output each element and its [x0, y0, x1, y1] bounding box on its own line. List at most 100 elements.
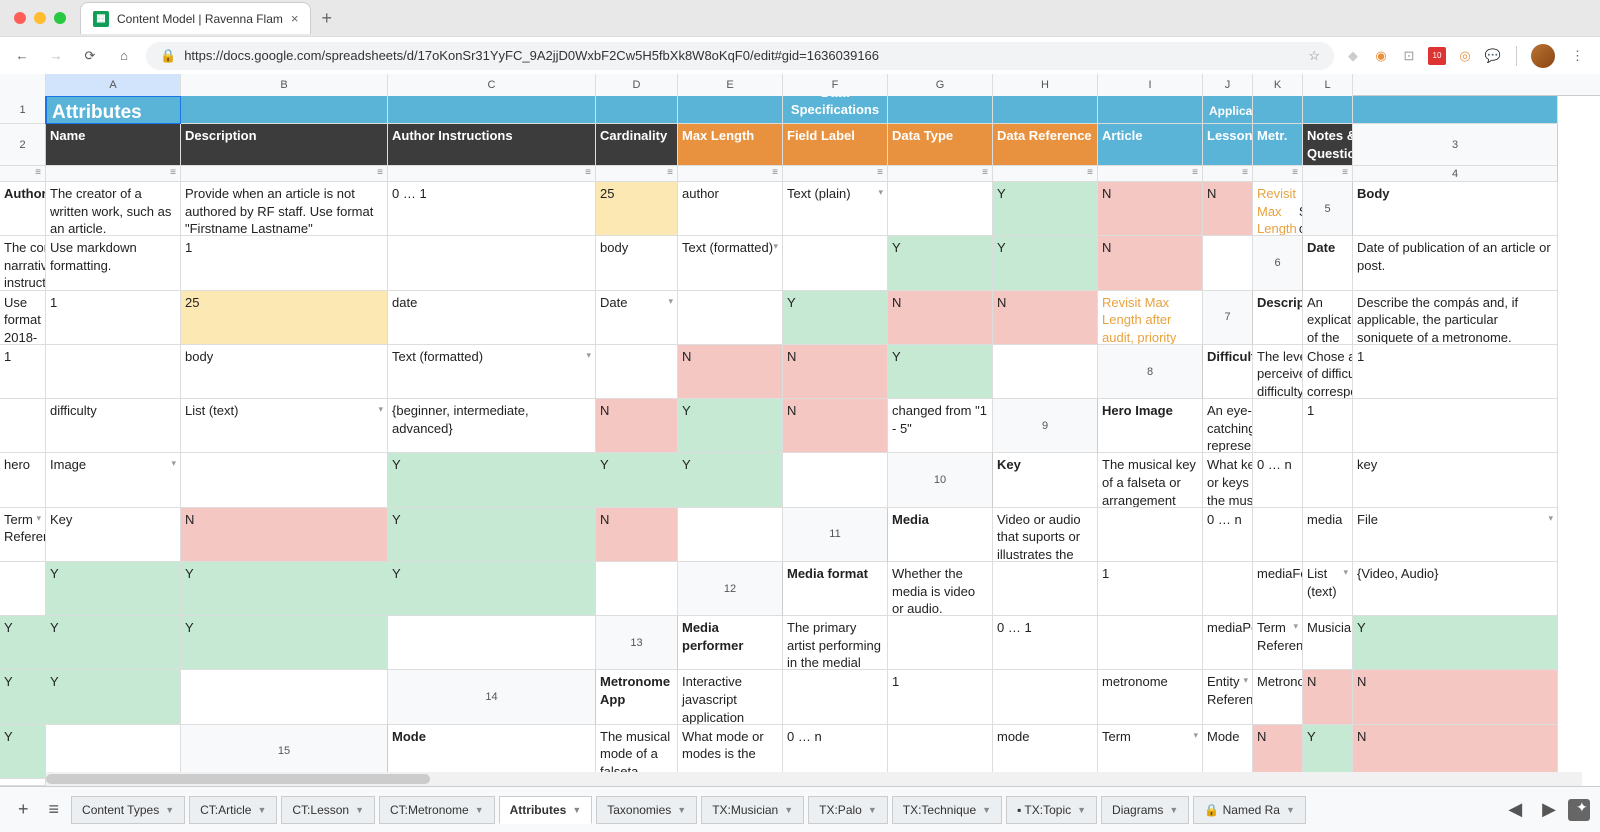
- cell[interactable]: [888, 616, 993, 670]
- sheet-tab[interactable]: TX:Palo▼: [808, 796, 888, 824]
- cell[interactable]: 1: [1353, 345, 1558, 399]
- sheet-tab[interactable]: Attributes▼: [499, 796, 593, 824]
- cell[interactable]: [46, 345, 181, 399]
- minimize-window[interactable]: [34, 12, 46, 24]
- chrome-menu[interactable]: ⋮: [1565, 48, 1590, 64]
- col-header[interactable]: F: [783, 74, 888, 96]
- cell[interactable]: body: [181, 345, 388, 399]
- all-sheets-button[interactable]: ≡: [41, 799, 68, 820]
- row-header[interactable]: 2: [0, 124, 46, 166]
- cell[interactable]: [1203, 236, 1253, 290]
- cell[interactable]: [1303, 166, 1353, 182]
- star-icon[interactable]: ☆: [1308, 48, 1320, 64]
- browser-tab[interactable]: ▦ Content Model | Ravenna Flam ×: [80, 2, 311, 34]
- cell[interactable]: Media performer: [678, 616, 783, 670]
- cell[interactable]: Term Reference: [1253, 616, 1303, 670]
- sheet-tab[interactable]: CT:Lesson▼: [281, 796, 375, 824]
- cell[interactable]: author: [678, 182, 783, 236]
- cell[interactable]: Date of publication of an article or pos…: [1353, 236, 1558, 290]
- cell[interactable]: 25: [596, 182, 678, 236]
- cell[interactable]: Field Label: [783, 124, 888, 166]
- cell[interactable]: difficulty: [46, 399, 181, 453]
- cell[interactable]: mediaPerformer: [1203, 616, 1253, 670]
- add-sheet-button[interactable]: +: [10, 799, 37, 820]
- cell[interactable]: Y: [678, 453, 783, 507]
- cell[interactable]: N: [678, 345, 783, 399]
- cell[interactable]: Y: [0, 616, 46, 670]
- cell[interactable]: Media: [888, 508, 993, 562]
- ext-icon[interactable]: ◎: [1456, 47, 1474, 65]
- cell[interactable]: Notes & Questions: [1303, 124, 1353, 166]
- cell[interactable]: Term Reference: [0, 508, 46, 562]
- sheet-tab[interactable]: 🔒 Named Ra▼: [1193, 796, 1306, 824]
- cell[interactable]: [993, 166, 1098, 182]
- cell[interactable]: mode: [993, 725, 1098, 779]
- profile-avatar[interactable]: [1531, 44, 1555, 68]
- cell[interactable]: Whether the media is video or audio.: [888, 562, 993, 616]
- cell[interactable]: Data Specifications: [783, 96, 888, 124]
- cell[interactable]: Y: [993, 236, 1098, 290]
- row-header[interactable]: 15: [181, 725, 388, 779]
- close-window[interactable]: [14, 12, 26, 24]
- cell[interactable]: 0 … 1: [993, 616, 1098, 670]
- cell[interactable]: Author: [0, 182, 46, 236]
- cell[interactable]: Use markdown formatting.: [46, 236, 181, 290]
- row-header[interactable]: 5: [1303, 182, 1353, 236]
- cell[interactable]: Applicable Content Types: [1203, 96, 1253, 124]
- cell[interactable]: [888, 182, 993, 236]
- cell[interactable]: [993, 345, 1098, 399]
- cell[interactable]: [1303, 453, 1353, 507]
- cell[interactable]: Y: [181, 616, 388, 670]
- cell[interactable]: 1: [1303, 399, 1353, 453]
- scroll-tabs-left[interactable]: ◀: [1500, 799, 1530, 820]
- cell[interactable]: Max Length: [678, 124, 783, 166]
- cell[interactable]: [993, 96, 1098, 124]
- reload-button[interactable]: ⟳: [78, 48, 102, 64]
- col-header[interactable]: J: [1203, 74, 1253, 96]
- cell[interactable]: Y: [993, 182, 1098, 236]
- cell[interactable]: Musician: [1303, 616, 1353, 670]
- cell[interactable]: Y: [678, 399, 783, 453]
- cell[interactable]: metronome: [1098, 670, 1203, 724]
- cell[interactable]: Date: [596, 291, 678, 345]
- sheet-tab[interactable]: CT:Article▼: [189, 796, 277, 824]
- cell[interactable]: Name: [46, 124, 181, 166]
- cell[interactable]: Data Type: [888, 124, 993, 166]
- cell[interactable]: 1: [181, 236, 388, 290]
- cell[interactable]: 0 … n: [783, 725, 888, 779]
- cell[interactable]: Y: [1353, 616, 1558, 670]
- cell[interactable]: What key or keys is the music presented …: [1203, 453, 1253, 507]
- cell[interactable]: Y: [0, 725, 46, 779]
- cell[interactable]: [1253, 508, 1303, 562]
- cell[interactable]: The primary artist performing in the med…: [783, 616, 888, 670]
- select-all-corner[interactable]: [0, 74, 46, 96]
- row-header[interactable]: 1: [0, 96, 46, 124]
- row-header[interactable]: 6: [1253, 236, 1303, 290]
- cell[interactable]: N: [1303, 670, 1353, 724]
- cell[interactable]: [596, 96, 678, 124]
- cell[interactable]: {beginner, intermediate, advanced}: [388, 399, 596, 453]
- cell[interactable]: 0 … n: [1253, 453, 1303, 507]
- row-header[interactable]: 9: [993, 399, 1098, 453]
- cell[interactable]: [888, 166, 993, 182]
- cell[interactable]: Describe the compás and, if applicable, …: [1353, 291, 1558, 345]
- col-header[interactable]: E: [678, 74, 783, 96]
- cell[interactable]: [993, 562, 1098, 616]
- cell[interactable]: Description: [181, 124, 388, 166]
- cell[interactable]: key: [1353, 453, 1558, 507]
- cell[interactable]: List (text): [181, 399, 388, 453]
- ext-icon[interactable]: 💬: [1484, 47, 1502, 65]
- cell[interactable]: N: [1353, 725, 1558, 779]
- cell[interactable]: Y: [888, 345, 993, 399]
- cell[interactable]: [1353, 96, 1558, 124]
- cell[interactable]: date: [388, 291, 596, 345]
- cell[interactable]: Y: [388, 453, 596, 507]
- cell[interactable]: Media format: [783, 562, 888, 616]
- cell[interactable]: [1203, 166, 1253, 182]
- row-header[interactable]: 4: [1353, 166, 1558, 182]
- cell[interactable]: [181, 166, 388, 182]
- col-header[interactable]: D: [596, 74, 678, 96]
- cell[interactable]: List (text): [1303, 562, 1353, 616]
- cell[interactable]: Y: [46, 670, 181, 724]
- cell[interactable]: media: [1303, 508, 1353, 562]
